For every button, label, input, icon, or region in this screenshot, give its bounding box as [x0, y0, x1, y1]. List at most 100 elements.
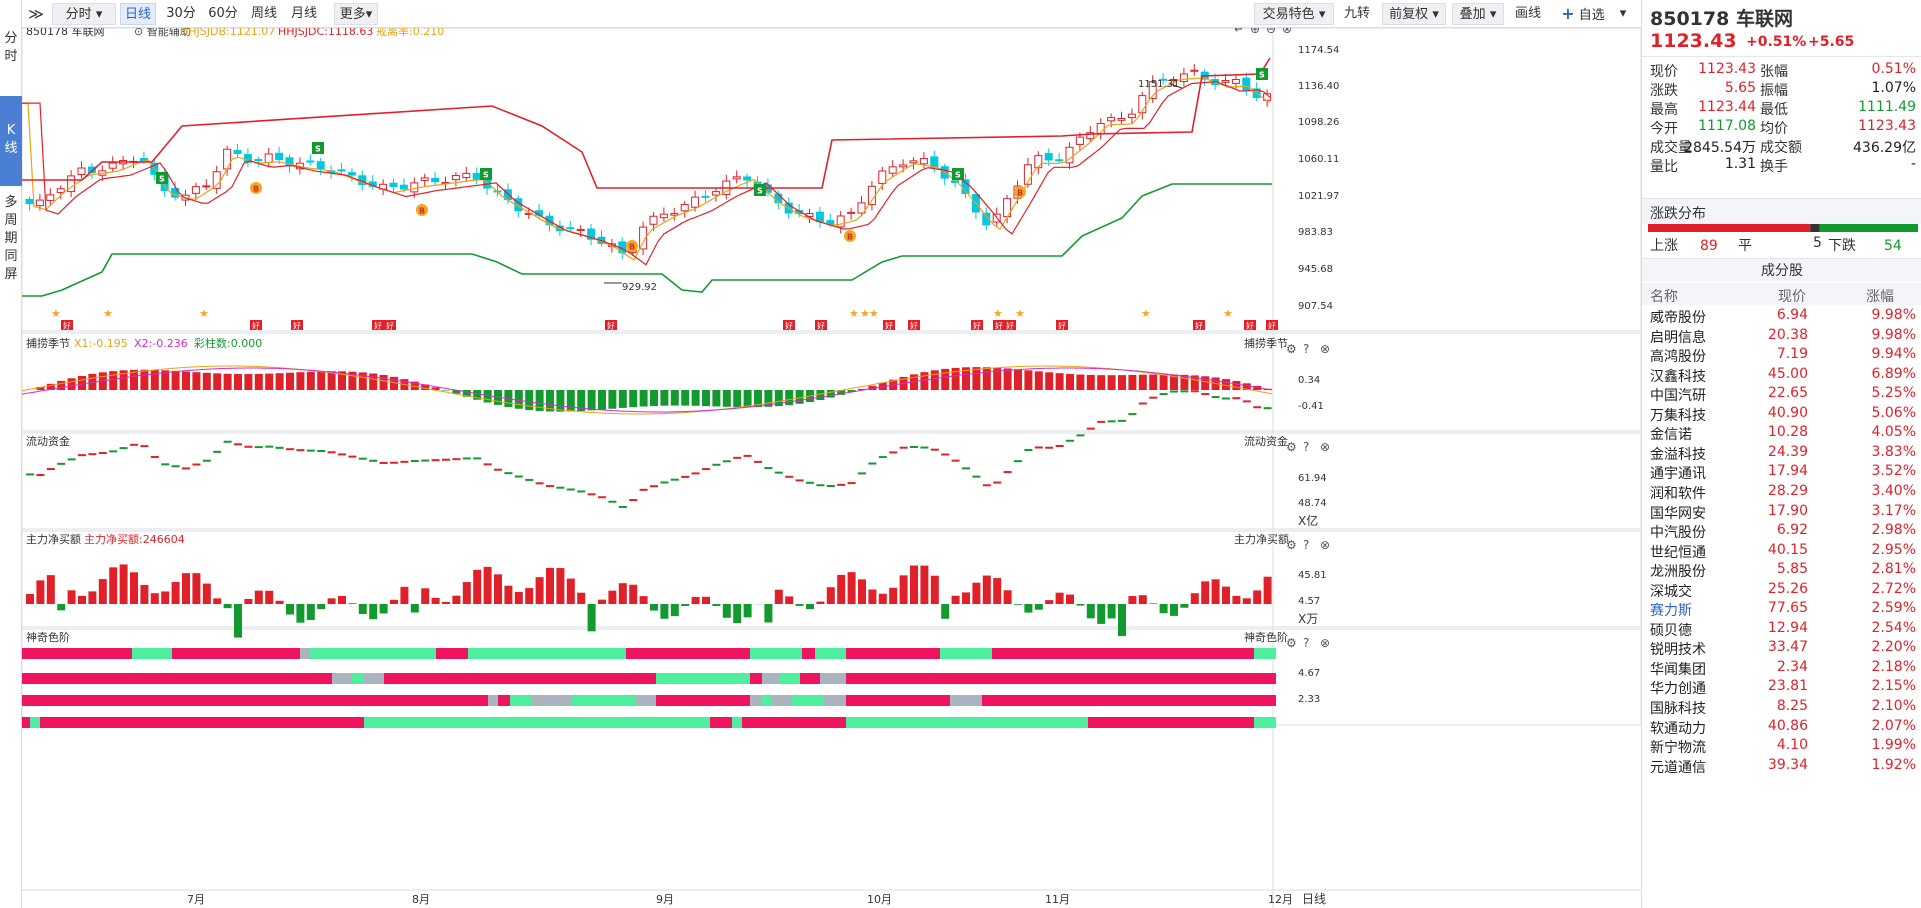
stock-row[interactable]: 龙洲股份 5.85 2.81%: [1642, 560, 1921, 580]
liquidity-tick: [806, 481, 814, 484]
stock-row[interactable]: 赛力斯 77.65 2.59%: [1642, 599, 1921, 619]
stock-row[interactable]: 通宇通讯 17.94 3.52%: [1642, 462, 1921, 482]
expand-button[interactable]: ≫: [28, 5, 44, 23]
hao-marker: [1244, 320, 1256, 330]
histogram-bar: [452, 390, 461, 394]
netbuy-bar: [171, 581, 180, 604]
color-scale-cell: [1118, 717, 1254, 728]
candle-body: [431, 177, 440, 183]
stock-price: 40.86: [1767, 717, 1808, 734]
tab-30min[interactable]: 30分: [166, 6, 196, 21]
liquidity-tick: [951, 459, 960, 462]
stock-row[interactable]: 软通动力 40.86 2.07%: [1642, 717, 1921, 737]
histogram-bar: [868, 385, 877, 390]
liquidity-tick: [390, 461, 398, 464]
x-axis-sep: 9月: [656, 893, 674, 906]
stock-row[interactable]: 锐明技术 33.47 2.20%: [1642, 638, 1921, 658]
fenshi-dropdown[interactable]: 分时 ▾: [52, 3, 116, 25]
histogram-bar: [410, 381, 419, 390]
candle-body: [1190, 69, 1199, 72]
color-scale-cell: [762, 673, 780, 684]
zixuan-label: 自选: [1578, 8, 1605, 23]
stock-name: 元道通信: [1650, 759, 1706, 776]
liquidity-tick: [192, 463, 201, 466]
netbuy-bar: [774, 589, 783, 604]
stock-row[interactable]: 国华网安 17.90 3.17%: [1642, 502, 1921, 522]
pane-icons: ↵ ⊕ ⊖ ⊗ ⚙? ⊗ ⚙? ⊗ ⚙? ⊗ ⚙? ⊗: [1234, 28, 1330, 650]
tab-daily[interactable]: 日线: [120, 3, 156, 25]
liquidity-tick: [88, 453, 97, 456]
stock-row[interactable]: 汉鑫科技 45.00 6.89%: [1642, 365, 1921, 385]
candle-body: [1242, 77, 1251, 91]
netbuy-bar: [1138, 595, 1147, 604]
assist-toggle[interactable]: ⊙ 智能辅助: [134, 28, 191, 38]
fuquan-dropdown[interactable]: 前复权 ▾: [1382, 3, 1446, 25]
histogram-bar: [785, 390, 794, 406]
zixuan-chevron-down-icon[interactable]: ▾: [1619, 6, 1627, 21]
liquidity-tick: [161, 463, 170, 466]
jiaoyi-dropdown[interactable]: 交易特色 ▾: [1254, 3, 1334, 25]
zixuan-button[interactable]: + 自选: [1552, 3, 1614, 25]
histogram-bar: [57, 380, 66, 390]
color-scale-cell: [1254, 717, 1276, 728]
histogram-bar: [192, 372, 201, 390]
candle-body: [191, 186, 200, 194]
netbuy-bar: [702, 596, 710, 604]
histogram-bar: [587, 390, 596, 411]
nav-fenshi[interactable]: 分时: [0, 30, 22, 66]
stat-value: 436.29亿: [1853, 140, 1916, 156]
stock-row[interactable]: 硕贝德 12.94 2.54%: [1642, 619, 1921, 639]
histogram-bar: [358, 372, 367, 390]
stock-row[interactable]: 元道通信 39.34 1.92%: [1642, 756, 1921, 776]
hao-label: 好: [995, 321, 1003, 331]
kline-chart-area[interactable]: BBBBBSSSSSS★ ★ ★ ★ ★ ★ ★ ★ ★ ★好好好好好好好好好好好好好好好好好 8…: [22, 28, 1641, 908]
col-pct[interactable]: 涨幅: [1866, 289, 1894, 305]
hao-label: 好: [785, 321, 793, 331]
b-signal-label: B: [629, 243, 635, 252]
histogram-bar: [535, 390, 544, 411]
p2-title-right: 流动资金: [1244, 434, 1288, 448]
col-name[interactable]: 名称: [1650, 289, 1678, 305]
stock-price: 12.94: [1767, 619, 1808, 636]
huaxian-button[interactable]: 画线: [1514, 6, 1541, 21]
netbuy-bar: [182, 573, 190, 604]
netbuy-bar: [951, 595, 960, 604]
stock-row[interactable]: 华闻集团 2.34 2.18%: [1642, 658, 1921, 678]
stock-row[interactable]: 万集科技 40.90 5.06%: [1642, 404, 1921, 424]
tab-weekly[interactable]: 周线: [250, 6, 277, 21]
jiuzhuan-button[interactable]: 九转: [1343, 6, 1370, 21]
stock-row[interactable]: 新宁物流 4.10 1.99%: [1642, 736, 1921, 756]
candle-body: [223, 148, 232, 170]
candle-body: [233, 150, 242, 154]
stock-row[interactable]: 中国汽研 22.65 5.25%: [1642, 384, 1921, 404]
tab-60min[interactable]: 60分: [208, 6, 238, 21]
liquidity-tick: [431, 459, 440, 462]
stock-row[interactable]: 世纪恒通 40.15 2.95%: [1642, 541, 1921, 561]
tab-monthly[interactable]: 月线: [290, 6, 317, 21]
stock-row[interactable]: 金溢科技 24.39 3.83%: [1642, 443, 1921, 463]
stock-row[interactable]: 威帝股份 6.94 9.98%: [1642, 306, 1921, 326]
stock-row[interactable]: 启明信息 20.38 9.98%: [1642, 326, 1921, 346]
more-dropdown[interactable]: 更多▾: [334, 3, 378, 25]
liquidity-tick: [670, 478, 679, 481]
stock-row[interactable]: 深城交 25.26 2.72%: [1642, 580, 1921, 600]
liquidity-tick: [36, 474, 45, 477]
col-price[interactable]: 现价: [1778, 289, 1806, 305]
stock-row[interactable]: 金信诺 10.28 4.05%: [1642, 423, 1921, 443]
liquidity-tick: [317, 450, 326, 453]
nav-multi-period[interactable]: 多周期同屏: [0, 194, 22, 284]
stock-row[interactable]: 润和软件 28.29 3.40%: [1642, 482, 1921, 502]
stock-row[interactable]: 华力创通 23.81 2.15%: [1642, 677, 1921, 697]
netbuy-bar: [712, 604, 721, 606]
stock-row[interactable]: 中汽股份 6.92 2.98%: [1642, 521, 1921, 541]
liquidity-tick: [566, 488, 575, 491]
diejia-dropdown[interactable]: 叠加 ▾: [1452, 3, 1504, 25]
color-scale-cell: [820, 673, 846, 684]
stock-row[interactable]: 高鸿股份 7.19 9.94%: [1642, 345, 1921, 365]
color-scale-cell: [488, 695, 498, 706]
s-signal-label: S: [159, 175, 165, 184]
netbuy-bar: [587, 604, 596, 632]
histogram-bar: [691, 390, 700, 406]
stock-row[interactable]: 国脉科技 8.25 2.10%: [1642, 697, 1921, 717]
